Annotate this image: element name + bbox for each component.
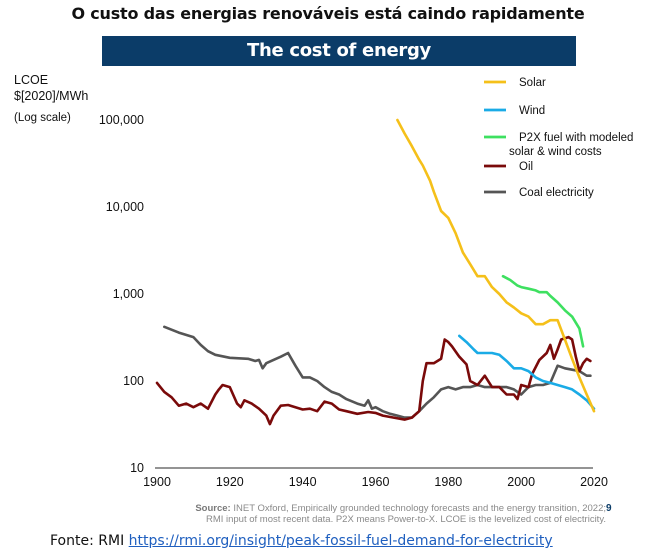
legend-label-p2x-fuel-with-modeled-solar-wind-costs-cont: solar & wind costs <box>509 146 602 158</box>
y-axis-label: LCOE $[2020]/MWh <box>14 72 88 104</box>
source-label: Source: <box>195 503 231 514</box>
source-note: Source: INET Oxford, Empirically grounde… <box>100 503 606 525</box>
y-tick-label: 1,000 <box>113 287 144 301</box>
x-tick-label: 1920 <box>216 475 244 489</box>
chart-banner-title: The cost of energy <box>102 36 576 66</box>
x-tick-labels: 1900 1920 1940 1960 1980 2000 2020 <box>143 475 608 489</box>
page-title: O custo das energias renováveis está cai… <box>71 4 585 23</box>
page-number: 9 <box>606 503 612 514</box>
footer-prefix: Fonte: RMI <box>50 533 129 549</box>
series-lines <box>155 118 596 426</box>
y-tick-label: 10 <box>130 461 144 475</box>
legend-label-solar: Solar <box>519 77 546 89</box>
x-tick-label: 1940 <box>289 475 317 489</box>
chart-svg: 10 100 1,000 10,000 100,000 1900 1920 1940 1960… <box>99 77 634 489</box>
x-tick-label: 2000 <box>507 475 535 489</box>
series-line-coal-electricity <box>163 325 592 419</box>
series-line-oil <box>155 335 592 426</box>
source-text-line2: RMI input of most recent data. P2X means… <box>205 514 606 525</box>
y-axis-scale-note: (Log scale) <box>14 112 71 124</box>
legend-label-wind: Wind <box>519 105 545 117</box>
source-text-line1: INET Oxford, Empirically grounded techno… <box>230 503 606 514</box>
footer-credit: Fonte: RMI https://rmi.org/insight/peak-… <box>50 533 553 549</box>
series-line-solar <box>396 118 596 413</box>
legend-label-p2x-fuel-with-modeled-solar-wind-costs: P2X fuel with modeled <box>519 132 633 144</box>
x-tick-label: 1900 <box>143 475 171 489</box>
y-tick-label: 100,000 <box>99 113 144 127</box>
x-tick-label: 1980 <box>434 475 462 489</box>
legend: Solar Wind P2X fuel with modeled solar & wi… <box>484 77 633 199</box>
footer-source-link[interactable]: https://rmi.org/insight/peak-fossil-fuel… <box>128 533 553 549</box>
series-line-wind <box>457 334 596 411</box>
y-tick-label: 10,000 <box>106 200 144 214</box>
x-tick-label: 2020 <box>580 475 608 489</box>
series-line-p2x-fuel-with-modeled-solar-wind-costs <box>501 274 585 348</box>
y-tick-labels: 10 100 1,000 10,000 100,000 <box>99 113 144 475</box>
legend-label-coal-electricity: Coal electricity <box>519 187 594 199</box>
y-axis-label-line2: $[2020]/MWh <box>14 89 89 103</box>
y-tick-label: 100 <box>123 374 144 388</box>
legend-label-oil: Oil <box>519 161 533 173</box>
y-axis-label-line1: LCOE <box>14 73 49 87</box>
x-tick-label: 1960 <box>362 475 390 489</box>
